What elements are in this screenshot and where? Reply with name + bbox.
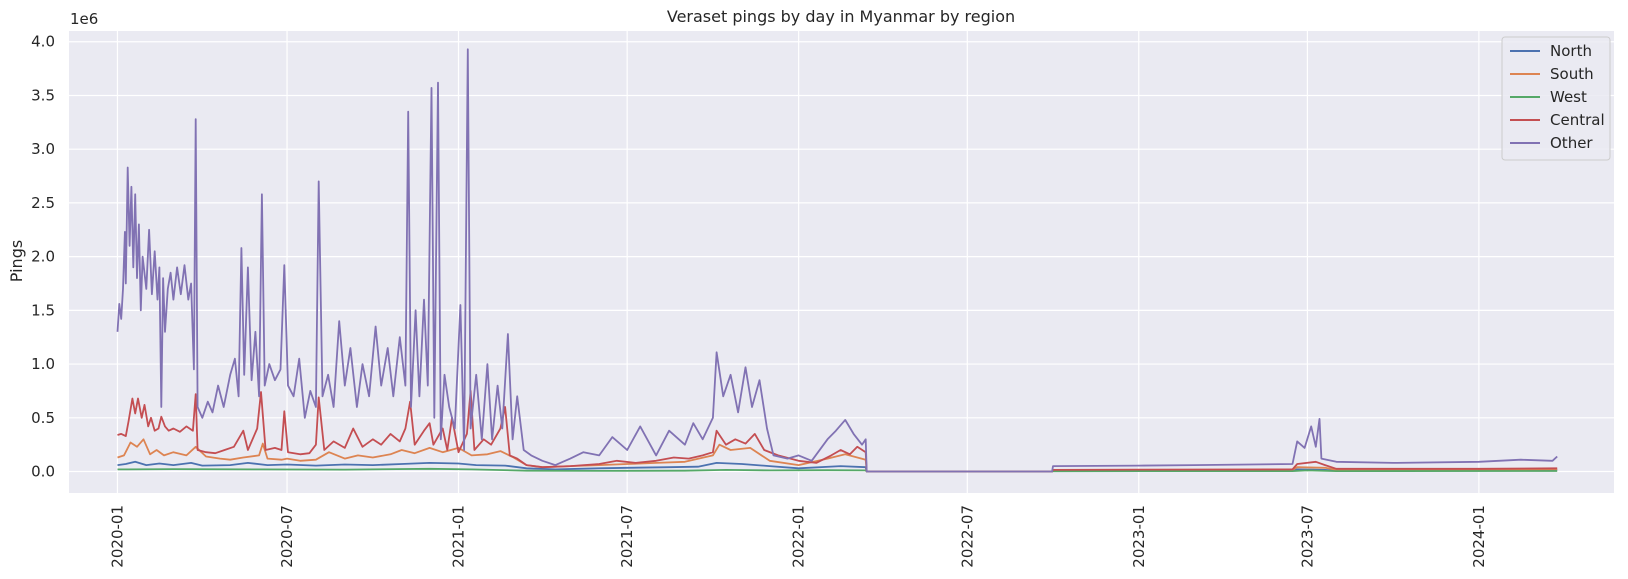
- y-tick-label: 2.0: [31, 248, 55, 266]
- x-tick-label: 2021-07: [618, 505, 636, 568]
- plot-background: [69, 31, 1614, 493]
- grid: [69, 31, 1614, 493]
- y-ticks: 0.0 0.5 1.0 1.5 2.0 2.5 3.0 3.5 4.0: [31, 33, 55, 481]
- y-tick-label: 2.5: [31, 194, 55, 212]
- x-tick-label: 2022-07: [958, 505, 976, 568]
- x-tick-label: 2020-07: [278, 505, 296, 568]
- series-lines: [116, 48, 1558, 473]
- series-line-central: [117, 390, 1558, 473]
- x-tick-label: 2022-01: [790, 505, 808, 568]
- chart-title: Veraset pings by day in Myanmar by regio…: [667, 7, 1015, 26]
- y-tick-label: 0.0: [31, 463, 55, 481]
- y-offset-label: 1e6: [70, 10, 98, 28]
- y-tick-label: 3.0: [31, 140, 55, 158]
- legend-label-south: South: [1550, 65, 1594, 83]
- legend-box: [1501, 36, 1611, 161]
- x-tick-label: 2020-01: [108, 505, 126, 568]
- y-tick-label: 4.0: [31, 33, 55, 51]
- legend-label-north: North: [1550, 42, 1592, 60]
- x-tick-label: 2024-01: [1470, 505, 1488, 568]
- x-ticks: 2020-01 2020-07 2021-01 2021-07 2022-01 2022-…: [108, 505, 1487, 568]
- y-tick-label: 1.5: [31, 301, 55, 319]
- legend: North South West Central Other: [1501, 36, 1611, 161]
- y-tick-label: 1.0: [31, 355, 55, 373]
- x-tick-label: 2023-01: [1130, 505, 1148, 568]
- y-axis-label: Pings: [7, 240, 26, 282]
- legend-label-central: Central: [1550, 111, 1605, 129]
- series-line-west: [117, 467, 1558, 473]
- legend-label-other: Other: [1550, 134, 1593, 152]
- y-tick-label: 0.5: [31, 409, 55, 427]
- legend-label-west: West: [1550, 88, 1587, 106]
- series-line-other: [116, 48, 1558, 473]
- x-tick-label: 2023-07: [1298, 505, 1316, 568]
- x-tick-label: 2021-01: [450, 505, 468, 568]
- y-tick-label: 3.5: [31, 86, 55, 104]
